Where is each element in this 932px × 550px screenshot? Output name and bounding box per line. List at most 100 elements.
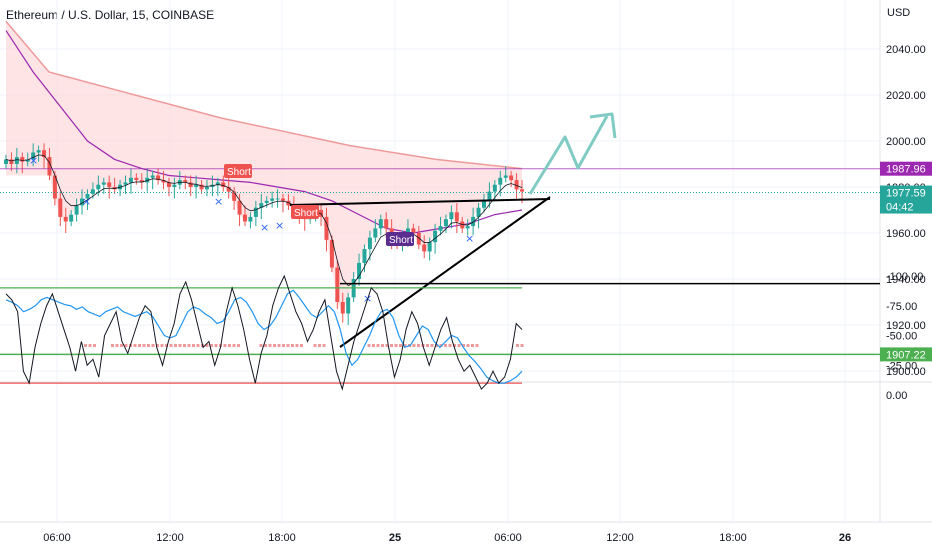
- candle-body: [183, 180, 188, 183]
- candle: [128, 168, 133, 194]
- candle-body: [427, 242, 432, 252]
- dot-marker: [156, 344, 159, 347]
- candle-body: [52, 175, 57, 199]
- dot-marker: [286, 344, 290, 347]
- candle-body: [329, 239, 334, 268]
- candle: [471, 207, 476, 236]
- candle: [487, 182, 492, 208]
- candle: [96, 175, 101, 197]
- candle: [63, 207, 68, 233]
- candle-body: [107, 182, 112, 187]
- candle-body: [324, 216, 329, 240]
- dot-marker: [466, 344, 470, 347]
- price-badge: 1987.96: [880, 161, 932, 176]
- candle-body: [357, 262, 362, 279]
- candle: [134, 173, 139, 185]
- candle: [74, 198, 79, 222]
- candle: [422, 235, 427, 259]
- dot-marker: [412, 344, 416, 347]
- price-tick-label: 1940.00: [886, 274, 926, 286]
- candle-body: [128, 177, 133, 183]
- currency-label: USD: [887, 7, 910, 19]
- candle: [443, 214, 448, 233]
- dot-marker: [268, 344, 272, 347]
- candle: [36, 145, 41, 162]
- candle-body: [384, 219, 389, 229]
- candle-body: [373, 228, 378, 238]
- candle: [199, 180, 204, 194]
- candle: [4, 154, 8, 169]
- candle-body: [85, 193, 90, 199]
- candle: [373, 219, 378, 243]
- candle-body: [14, 157, 19, 164]
- candle: [281, 193, 286, 213]
- candle-body: [74, 205, 79, 215]
- dot-marker: [264, 344, 267, 347]
- ema-fast-line: [5, 154, 523, 287]
- price-tick-label: 2020.00: [886, 90, 926, 102]
- candle-body: [80, 198, 85, 206]
- dot-marker: [399, 344, 402, 347]
- time-tick-label: 06:00: [43, 532, 71, 544]
- cross-marker: ×: [260, 221, 269, 234]
- candle-body: [270, 198, 275, 201]
- dot-marker: [385, 344, 389, 347]
- candle-body: [281, 198, 286, 201]
- candle: [215, 177, 220, 197]
- candle: [465, 219, 470, 236]
- candle-body: [145, 177, 150, 183]
- candle-body: [123, 182, 128, 185]
- candle: [340, 292, 345, 323]
- time-tick-label: 18:00: [719, 532, 747, 544]
- short-signal: Short: [386, 232, 414, 246]
- price-tick-label: 2000.00: [886, 136, 926, 148]
- cross-marker: ×: [275, 219, 284, 232]
- cross-marker: ×: [214, 195, 223, 208]
- candle: [80, 189, 85, 215]
- candle: [324, 207, 329, 252]
- candle: [58, 191, 63, 227]
- candle: [248, 212, 253, 229]
- candle-body: [378, 219, 383, 229]
- dot-marker: [88, 344, 92, 347]
- candle: [427, 237, 432, 261]
- candle: [31, 143, 36, 167]
- candle-body: [69, 214, 74, 222]
- dot-marker: [223, 344, 227, 347]
- dot-marker: [192, 344, 195, 347]
- candle: [47, 147, 52, 181]
- candle: [107, 175, 112, 199]
- osc-tick-label: -100.00: [886, 271, 923, 283]
- candle-body: [194, 184, 199, 187]
- dot-marker: [147, 344, 150, 347]
- candle-body: [340, 302, 345, 314]
- candle-body: [481, 200, 486, 208]
- ema-mid-line: [5, 30, 523, 234]
- candle: [454, 203, 459, 233]
- candle-body: [433, 230, 438, 243]
- price-tick-label: 1960.00: [886, 228, 926, 240]
- dot-marker: [84, 344, 87, 347]
- candle: [509, 170, 514, 187]
- price-badge: 1907.22: [880, 347, 932, 362]
- candle-body: [9, 159, 14, 164]
- candle-body: [20, 157, 25, 162]
- dot-marker: [462, 344, 465, 347]
- price-badge: 1977.59 04:42: [880, 185, 932, 214]
- candle-body: [188, 182, 193, 187]
- dot-marker: [142, 344, 146, 347]
- candle-body: [96, 184, 101, 190]
- candle: [194, 175, 199, 199]
- candle: [264, 196, 269, 208]
- dot-marker: [435, 344, 438, 347]
- dot-marker: [93, 344, 96, 347]
- candle-body: [465, 226, 470, 229]
- candle-body: [242, 214, 247, 222]
- candle: [25, 152, 30, 167]
- candle: [362, 244, 367, 273]
- dot-marker: [174, 344, 177, 347]
- candle-body: [172, 184, 177, 187]
- candle-body: [204, 187, 209, 190]
- candle-body: [156, 175, 161, 181]
